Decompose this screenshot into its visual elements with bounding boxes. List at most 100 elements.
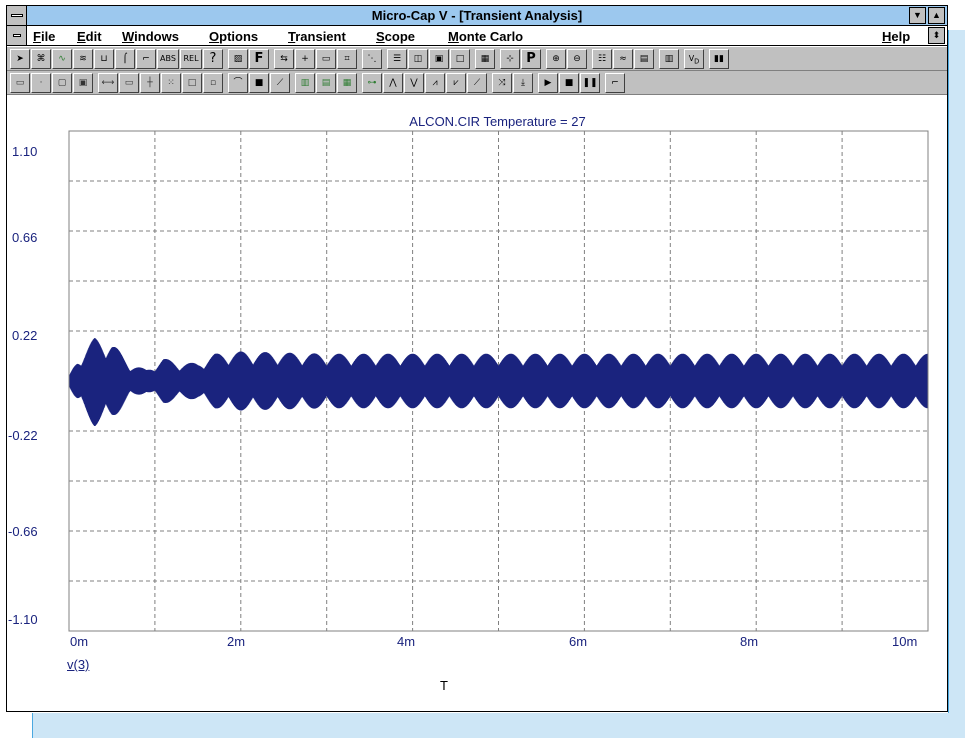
cursor-icon: ⋱ <box>367 54 377 64</box>
menu-windows[interactable]: Windows <box>122 29 179 44</box>
document-system-menu-button[interactable] <box>7 26 27 45</box>
fill-horizontal-button[interactable]: ▤ <box>316 73 336 93</box>
menu-options[interactable]: Options <box>209 29 259 44</box>
high-button[interactable]: ⩘ <box>425 73 445 93</box>
title-bar[interactable]: Micro-Cap V - [Transient Analysis] ▼ ▲ <box>7 6 947 26</box>
curve-icon: ⌒ <box>233 78 243 88</box>
fill-horizontal-icon: ▤ <box>321 78 331 88</box>
low-button[interactable]: ⩗ <box>446 73 466 93</box>
data-button[interactable]: ▤ <box>634 49 654 69</box>
plot-mode-button[interactable]: ∿ <box>52 49 72 69</box>
tb2-button-1[interactable]: ▭ <box>10 73 30 93</box>
plot-properties-button[interactable]: P <box>521 49 541 69</box>
zoom-in-button[interactable]: ⊕ <box>546 49 566 69</box>
waveform-button[interactable]: ≈ <box>613 49 633 69</box>
x-axis-label: T <box>440 678 448 693</box>
tb2-button-4[interactable]: ▣ <box>73 73 93 93</box>
hatch-icon: ▨ <box>233 54 243 64</box>
go-x-button[interactable]: ⤨ <box>492 73 512 93</box>
go-x-icon: ⤨ <box>498 78 506 88</box>
window-title: Micro-Cap V - [Transient Analysis] <box>371 8 583 23</box>
help-mode-button[interactable]: ? <box>203 49 223 69</box>
peak-button[interactable]: ⋀ <box>383 73 403 93</box>
tb2-button-2[interactable]: · <box>31 73 51 93</box>
component-mode-button[interactable]: ⌘ <box>31 49 51 69</box>
valley-button[interactable]: ⋁ <box>404 73 424 93</box>
go-y-button[interactable]: ⤓ <box>513 73 533 93</box>
fill-vertical-button[interactable]: ▥ <box>295 73 315 93</box>
desktop-background-bottom <box>32 713 965 738</box>
tb2-button-5[interactable]: ⟷ <box>98 73 118 93</box>
maximize-button[interactable]: ▲ <box>928 7 945 24</box>
step-function-button[interactable]: ⌐ <box>605 73 625 93</box>
diagonal-button[interactable]: ⟋ <box>270 73 290 93</box>
high-icon: ⩘ <box>432 78 438 88</box>
empty2-icon: ▫ <box>209 78 217 88</box>
stop-button[interactable]: ■ <box>559 73 579 93</box>
move-button[interactable]: ⊹ <box>500 49 520 69</box>
menu-scope[interactable]: Scope <box>376 29 416 44</box>
select-mode-button[interactable]: ➤ <box>10 49 30 69</box>
slope-button[interactable]: ⟋ <box>467 73 487 93</box>
node-numbers-button[interactable]: ▭ <box>316 49 336 69</box>
tb2-button-7[interactable]: ┼ <box>140 73 160 93</box>
trace-v3-line <box>68 338 929 426</box>
fill-vertical-icon: ▥ <box>300 78 310 88</box>
pin-button[interactable]: + <box>295 49 315 69</box>
menu-file[interactable]: File <box>33 29 56 44</box>
point-tracker-button[interactable]: ⊶ <box>362 73 382 93</box>
restore-icon: ⬍ <box>932 30 941 40</box>
delete-mode-button[interactable]: ⌐ <box>136 49 156 69</box>
menu-help[interactable]: Help <box>882 29 911 44</box>
horizontal-lines-button[interactable]: ☰ <box>387 49 407 69</box>
zoom-out-button[interactable]: ⊖ <box>567 49 587 69</box>
document-restore-button[interactable]: ⬍ <box>928 27 945 44</box>
minimize-button[interactable]: ▼ <box>909 7 926 24</box>
tokens-button[interactable]: ☷ <box>592 49 612 69</box>
text-mode-button[interactable]: ≋ <box>73 49 93 69</box>
label-icon: ▭ <box>15 78 25 88</box>
pause-icon: ❚❚ <box>582 78 598 88</box>
menu-transient[interactable]: Transient <box>288 29 346 44</box>
grid-button[interactable]: ⌗ <box>337 49 357 69</box>
cursor-mode-button[interactable]: ⋱ <box>362 49 382 69</box>
run-button[interactable]: ▶ <box>538 73 558 93</box>
menu-monte-carlo[interactable]: Monte Carlo <box>448 29 524 44</box>
blank-window-button[interactable]: □ <box>450 49 470 69</box>
font-button[interactable]: F <box>249 49 269 69</box>
play-icon: ▶ <box>544 78 552 88</box>
menu-edit[interactable]: Edit <box>77 29 102 44</box>
crosshair-icon: + <box>301 54 309 64</box>
blank-icon: □ <box>455 54 465 64</box>
trace-v3 <box>68 338 929 426</box>
bar-chart-button[interactable]: ▮▮ <box>709 49 729 69</box>
zoom-in-icon: ⊕ <box>552 54 560 64</box>
info-mode-button[interactable]: ⌠ <box>115 49 135 69</box>
step-button[interactable]: ⇆ <box>274 49 294 69</box>
fill-grid-button[interactable]: ▦ <box>337 73 357 93</box>
abs-button[interactable]: ABS <box>157 49 179 69</box>
tb2-button-10[interactable]: ▫ <box>203 73 223 93</box>
y-tick-label: 1.10 <box>12 144 38 159</box>
calculator-button[interactable]: ▦ <box>475 49 495 69</box>
window-button[interactable]: ▣ <box>429 49 449 69</box>
tb2-button-3[interactable]: ▢ <box>52 73 72 93</box>
system-menu-button[interactable] <box>7 6 27 25</box>
x-tick-label: 0m <box>70 634 89 649</box>
tb2-button-8[interactable]: ⁙ <box>161 73 181 93</box>
rel-button[interactable]: REL <box>180 49 202 69</box>
valley-icon: ⋁ <box>410 78 418 88</box>
tb2-button-6[interactable]: ▭ <box>119 73 139 93</box>
trace-label[interactable]: v(3) <box>67 657 90 672</box>
square-button[interactable]: ■ <box>249 73 269 93</box>
pattern-button[interactable]: ▨ <box>228 49 248 69</box>
table-button[interactable]: ▥ <box>659 49 679 69</box>
tb2-button-9[interactable]: □ <box>182 73 202 93</box>
wire-mode-button[interactable]: ⊔ <box>94 49 114 69</box>
curve-button[interactable]: ⌒ <box>228 73 248 93</box>
vi-button[interactable]: VD <box>684 49 704 69</box>
vertical-split-button[interactable]: ◫ <box>408 49 428 69</box>
pause-button[interactable]: ❚❚ <box>580 73 600 93</box>
